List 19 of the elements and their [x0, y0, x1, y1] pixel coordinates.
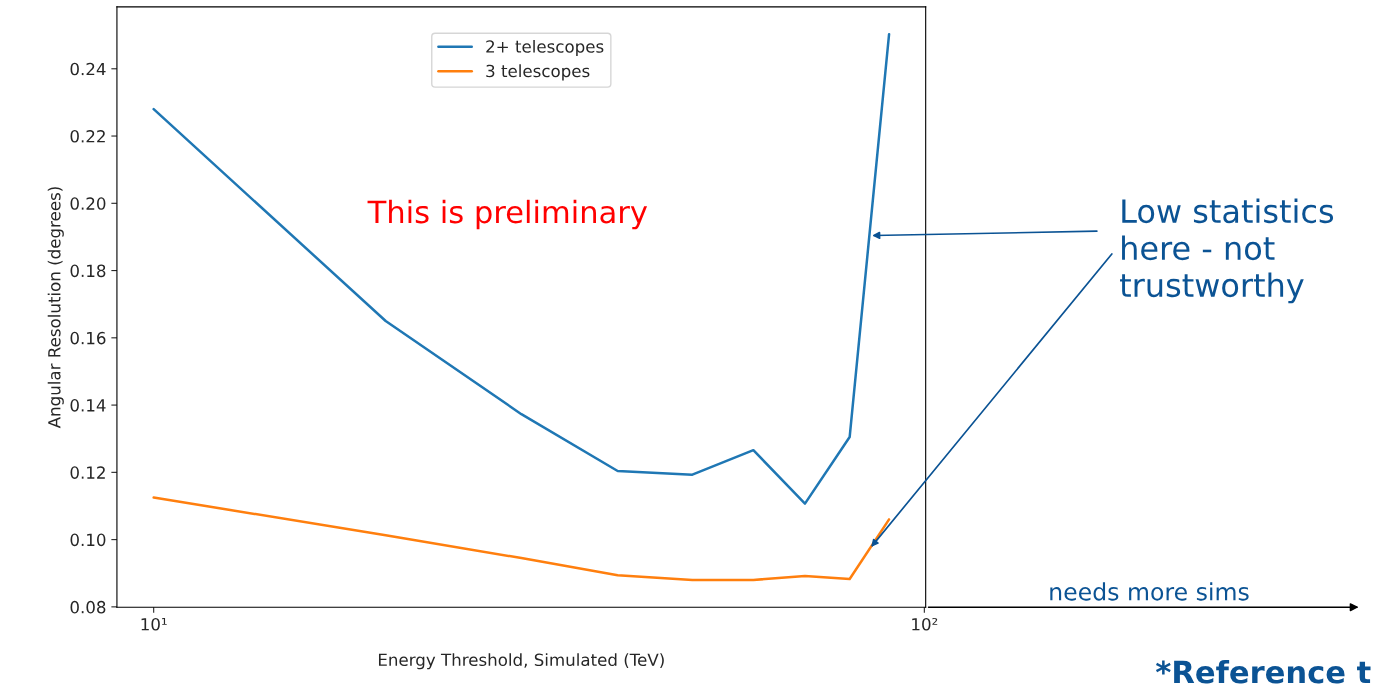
text: needs more sims	[1050, 582, 1249, 601]
y-tick-label: 0.10	[70, 533, 106, 547]
y-tick-label: 0.20	[70, 197, 106, 210]
y-tick-label: 0.18	[70, 264, 106, 278]
y-tick-label: 0.16	[70, 331, 106, 345]
y-tick-label: 0.12	[70, 466, 105, 479]
y-tick-label: 0.24	[70, 62, 106, 76]
legend-label: 3 telescopes	[486, 64, 590, 81]
x-tick-label: 10²	[912, 617, 938, 631]
x-axis-title: Energy Threshold, Simulated (TeV)	[378, 653, 664, 670]
y-tick-label: 0.08	[70, 600, 106, 614]
y-tick-label: 0.14	[70, 399, 106, 412]
y-tick-label: 0.22	[70, 130, 105, 143]
annotation: Low statistics here - not trustworthy	[1120, 198, 1334, 304]
legend-label: 2+ telescopes	[486, 39, 604, 57]
annotation: This is preliminary	[367, 199, 648, 230]
x-tick-label: 10¹	[141, 617, 167, 631]
text: *Reference t	[1155, 659, 1371, 684]
y-axis-title: Angular Resolution (degrees)	[47, 187, 64, 429]
